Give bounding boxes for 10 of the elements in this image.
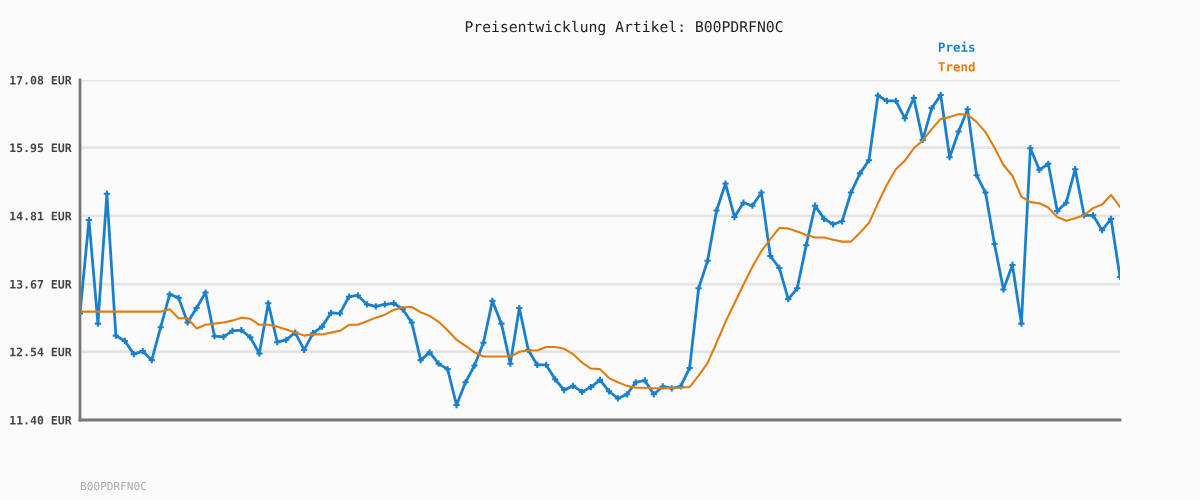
y-tick-label: 13.67 EUR bbox=[10, 279, 72, 289]
y-tick-label: 12.54 EUR bbox=[10, 347, 72, 357]
text: Preis bbox=[938, 41, 975, 52]
y-tick-label: 15.95 EUR bbox=[10, 143, 72, 153]
text: B00PDRFN0C bbox=[80, 481, 147, 491]
text: Trend bbox=[938, 61, 975, 72]
y-tick-label: 11.40 EUR bbox=[10, 415, 72, 425]
chart-title: Preisentwicklung Artikel: B00PDRFN0C bbox=[465, 20, 783, 36]
y-tick-label: 17.08 EUR bbox=[10, 75, 72, 85]
y-tick-label: 14.81 EUR bbox=[10, 211, 72, 221]
